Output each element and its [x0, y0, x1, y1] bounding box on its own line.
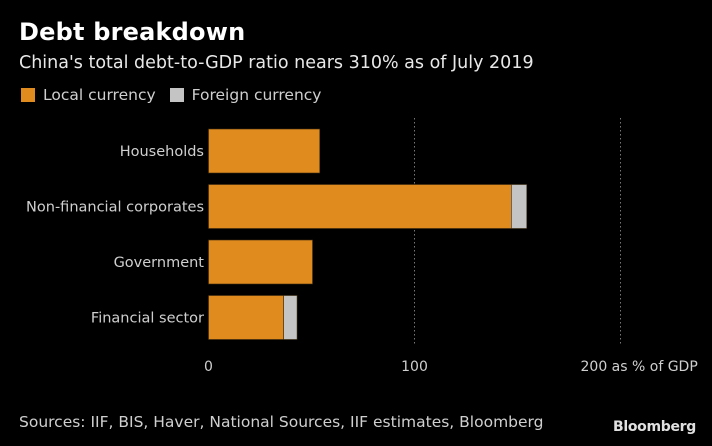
legend: Local currency Foreign currency [21, 86, 335, 104]
chart-title: Debt breakdown [19, 18, 246, 46]
bar-local-3 [208, 295, 284, 340]
chart-subtitle: China's total debt-to-GDP ratio nears 31… [19, 53, 534, 73]
x-tick-label: 0 [204, 359, 213, 375]
x-tick-label: 200 as % of GDP [581, 359, 698, 375]
bar-local-1 [208, 184, 512, 229]
bar-local-2 [208, 239, 313, 285]
x-tick-label: 100 [401, 359, 428, 375]
legend-swatch-foreign [169, 88, 184, 102]
legend-label-foreign: Foreign currency [191, 86, 322, 104]
category-label: Financial sector [91, 311, 204, 327]
legend-item-foreign: Foreign currency [169, 86, 322, 104]
bloomberg-logo: Bloomberg [612, 419, 696, 435]
bar-local-0 [208, 128, 321, 174]
category-label: Non-financial corporates [26, 200, 204, 216]
legend-swatch-local [21, 88, 35, 102]
source-note: Sources: IIF, BIS, Haver, National Sourc… [19, 413, 544, 431]
category-label: Government [114, 255, 205, 271]
bar-foreign-1 [511, 184, 528, 229]
bar-foreign-3 [283, 295, 298, 340]
legend-item-local: Local currency [21, 86, 156, 104]
legend-label-local: Local currency [43, 86, 156, 104]
category-label: Households [120, 144, 204, 160]
